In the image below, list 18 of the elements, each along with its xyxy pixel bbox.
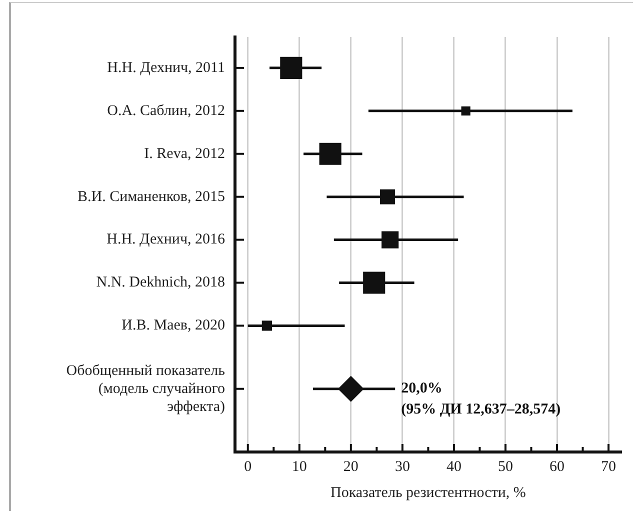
annotation: 20,0% (95% ДИ 12,637–28,574) bbox=[401, 380, 561, 418]
y-tick-label: Н.Н. Дехнич, 2011 bbox=[107, 60, 225, 76]
x-tick-label: 50 bbox=[498, 458, 513, 475]
x-tick-label: 0 bbox=[244, 458, 252, 475]
x-tick-label: 10 bbox=[292, 458, 307, 475]
y-tick-label: В.И. Симаненков, 2015 bbox=[78, 188, 225, 205]
x-tick-label: 70 bbox=[601, 458, 616, 475]
x-tick-label: 20 bbox=[343, 458, 358, 475]
y-tick-label: Обобщенный показатель (модель случайного эффекта) bbox=[66, 362, 226, 415]
y-tick-label: N.N. Dekhnich, 2018 bbox=[96, 274, 225, 291]
y-tick-label: И.В. Маев, 2020 bbox=[122, 318, 225, 334]
y-tick-label: Н.Н. Дехнич, 2016 bbox=[106, 232, 226, 248]
y-tick-label: I. Reva, 2012 bbox=[144, 146, 225, 162]
y-tick-label: О.А. Саблин, 2012 bbox=[107, 102, 225, 119]
x-axis-title: Показатель резистентности, % bbox=[330, 484, 526, 501]
x-tick-label: 60 bbox=[550, 458, 564, 475]
x-tick-label: 40 bbox=[446, 458, 462, 475]
x-tick-label: 30 bbox=[394, 458, 410, 475]
